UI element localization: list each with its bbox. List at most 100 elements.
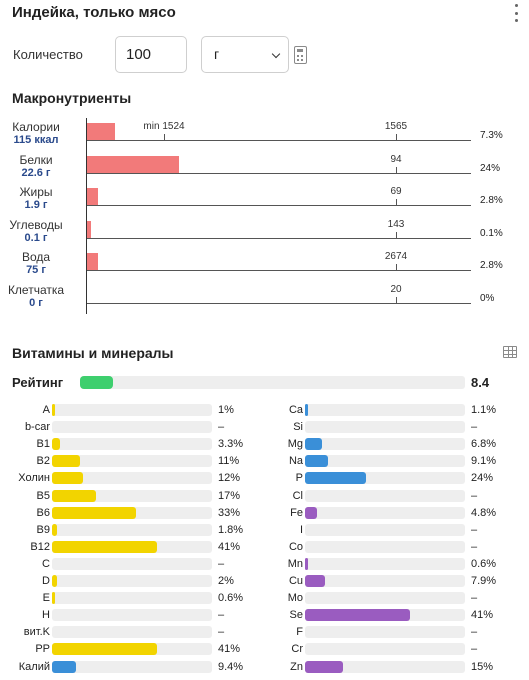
nutrient-name: B2 (36, 455, 50, 468)
nutrient-name: F (296, 626, 303, 639)
nutrient-percent: – (471, 489, 478, 502)
macro-row: Вода 75 г 2674 2.8% (0, 248, 529, 282)
macro-name: Углеводы (9, 217, 63, 232)
macro-norm-label: 143 (387, 218, 405, 230)
nutrient-track (52, 575, 212, 587)
nutrient-track (305, 438, 465, 451)
macro-baseline (87, 302, 471, 304)
macro-value: 115 ккал (13, 134, 59, 146)
nutrient-track (305, 489, 465, 502)
nutrient-name: Mn (287, 557, 303, 570)
nutrient-percent: – (471, 523, 478, 536)
nutrient-percent: 9.4% (218, 660, 244, 673)
more-menu-icon[interactable] (513, 4, 519, 22)
macro-bar (87, 253, 98, 270)
macro-norm-tick (396, 231, 397, 238)
nutrient-fill (52, 592, 55, 605)
nutrient-name: H (42, 609, 50, 622)
nutrient-percent: 4.8% (471, 506, 497, 519)
nutrient-track (52, 660, 212, 673)
macro-norm-label: 20 (390, 283, 402, 295)
macro-row: Калории 115 ккал 1565 7.3% min 1524 (0, 118, 529, 152)
macro-baseline (87, 172, 471, 174)
nutrient-fill (305, 472, 367, 485)
table-view-icon[interactable] (503, 346, 517, 358)
nutrient-track (52, 609, 212, 622)
nutrient-track (52, 472, 212, 485)
nutrient-fill (52, 455, 81, 468)
nutrient-percent: – (471, 626, 478, 639)
macro-percent: 2.8% (480, 260, 503, 271)
nutrient-track (305, 592, 465, 605)
macro-row: Жиры 1.9 г 69 2.8% (0, 183, 529, 217)
nutrient-row: F – (0, 625, 529, 640)
nutrient-percent: 0.6% (218, 592, 244, 605)
nutrient-name: вит.K (23, 626, 50, 639)
nutrient-fill (305, 557, 308, 570)
nutrient-row: C – (0, 557, 529, 572)
macro-name: Клетчатка (7, 282, 65, 297)
nutrient-name: Na (288, 455, 303, 468)
macro-row: Углеводы 0.1 г 143 0.1% (0, 216, 529, 250)
nutrient-row: B6 33% (0, 506, 529, 521)
nutrient-name: B1 (36, 438, 50, 451)
nutrient-track (52, 489, 212, 502)
nutrient-track (305, 404, 465, 416)
nutrient-name: Холин (18, 472, 50, 485)
nutrient-row: Mo – (0, 591, 529, 606)
nutrient-row: PP 41% (0, 642, 529, 657)
nutrient-row: b-car – (0, 420, 529, 435)
nutrient-row: Co – (0, 540, 529, 555)
nutrient-percent: 33% (218, 506, 241, 519)
macro-value: 22.6 г (21, 166, 51, 179)
nutrient-track (305, 472, 465, 485)
unit-select[interactable]: г (201, 36, 289, 73)
macro-name: Белки (19, 152, 53, 167)
nutrient-name: Fe (290, 506, 303, 519)
nutrient-row: B2 11% (0, 454, 529, 469)
quantity-label: Количество (13, 47, 83, 62)
nutrient-name: Si (293, 421, 303, 434)
macro-value: 75 г (26, 264, 46, 276)
nutrient-name: Cl (292, 489, 303, 502)
nutrient-name: Mo (287, 592, 303, 605)
macro-min-tick (164, 134, 165, 140)
nutrient-fill (52, 438, 61, 451)
nutrient-row: A 1% (0, 403, 529, 418)
nutrient-track (305, 506, 465, 519)
nutrient-name: Cu (288, 575, 303, 587)
macro-baseline (87, 237, 471, 239)
nutrient-fill (305, 575, 326, 587)
nutrient-track (52, 421, 212, 434)
calculator-icon[interactable] (294, 46, 307, 64)
macro-value: 0 г (29, 296, 43, 309)
nutrient-name: A (42, 404, 50, 416)
macro-bar (87, 123, 116, 140)
nutrient-name: Se (289, 609, 303, 622)
nutrient-row: Холин 12% (0, 471, 529, 486)
macro-norm-tick (396, 199, 397, 205)
nutrient-percent: 11% (218, 455, 240, 468)
macro-percent: 24% (480, 162, 501, 174)
macro-baseline (87, 140, 471, 141)
nutrient-fill (52, 506, 137, 519)
nutrient-row: I – (0, 523, 529, 538)
quantity-input[interactable] (115, 36, 187, 73)
macro-norm-tick (396, 166, 397, 173)
nutrient-row: Si – (0, 420, 529, 435)
nutrient-percent: 1% (218, 404, 234, 416)
nutrient-row: Se 41% (0, 608, 529, 623)
nutrient-percent: 12% (218, 472, 241, 485)
nutrient-row: Zn 15% (0, 660, 529, 675)
nutrient-name: Co (288, 540, 303, 553)
nutrient-percent: 2% (218, 575, 234, 587)
nutrient-row: B1 3.3% (0, 437, 529, 452)
nutrient-fill (305, 404, 308, 416)
macro-norm-tick (396, 296, 397, 303)
nutrient-row: Cu 7.9% (0, 574, 529, 589)
nutrient-fill (52, 472, 83, 485)
nutrient-row: Na 9.1% (0, 454, 529, 469)
rating-fill (80, 376, 113, 389)
nutrient-percent: 1.1% (471, 404, 497, 416)
nutrient-track (305, 523, 465, 536)
